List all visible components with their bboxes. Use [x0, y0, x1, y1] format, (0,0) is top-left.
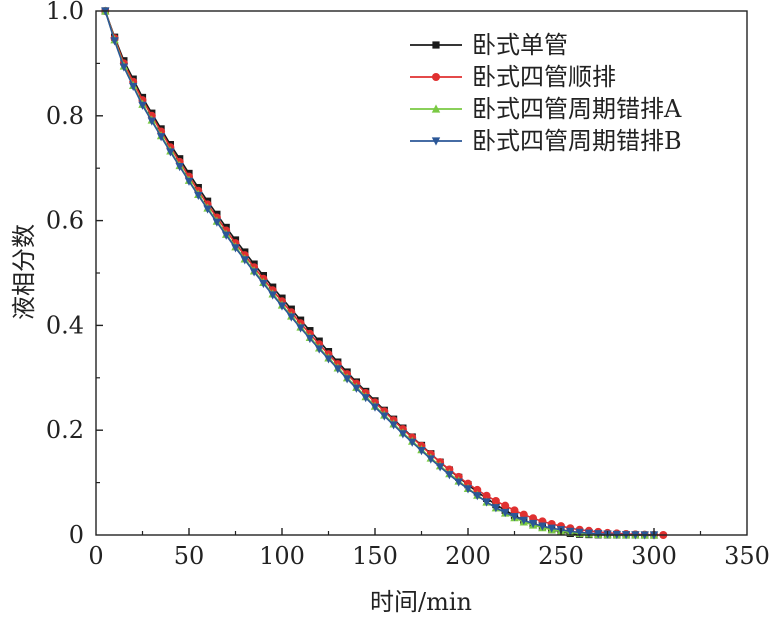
data-point	[156, 133, 166, 142]
data-point	[575, 528, 584, 537]
data-point	[538, 522, 547, 531]
data-point	[454, 478, 463, 487]
data-point	[370, 403, 380, 412]
x-tick-label: 0	[88, 542, 103, 570]
legend-item-2: 卧式四管顺排	[410, 63, 616, 91]
data-point	[315, 345, 324, 354]
axes: 0 50 100 150 200 250 300 350 0 0.2 0.4 0.6 0.8 1.0	[46, 0, 770, 570]
data-point	[435, 463, 445, 472]
data-point	[138, 101, 147, 110]
data-point	[566, 527, 575, 536]
data-point	[510, 506, 519, 515]
data-point	[361, 394, 370, 403]
data-point	[491, 504, 501, 513]
x-tick-label: 200	[445, 542, 491, 570]
legend-marker	[432, 41, 440, 49]
x-tick-label: 300	[631, 542, 677, 570]
data-point	[333, 365, 342, 374]
x-tick-label: 350	[724, 542, 770, 570]
data-point	[259, 279, 268, 289]
data-point	[584, 529, 594, 538]
legend-label: 卧式四管顺排	[472, 63, 616, 91]
x-tick-label: 150	[352, 542, 398, 570]
data-point	[594, 530, 603, 539]
x-tick-label: 100	[259, 542, 305, 570]
series-4	[101, 7, 659, 540]
legend-item-4: 卧式四管周期错排B	[410, 127, 682, 155]
y-tick-label: 1.0	[46, 0, 84, 25]
data-point	[519, 510, 528, 519]
data-point	[426, 455, 435, 464]
data-point	[268, 291, 277, 300]
x-tick-label: 50	[174, 542, 205, 570]
data-point	[482, 498, 491, 507]
data-point	[417, 447, 426, 456]
data-point	[129, 82, 138, 92]
data-point	[547, 524, 556, 533]
data-point	[175, 163, 184, 172]
data-point	[277, 302, 287, 311]
data-point	[389, 421, 398, 430]
legend-marker	[431, 137, 441, 146]
data-point	[166, 148, 175, 157]
data-point	[473, 492, 482, 501]
data-point	[501, 501, 510, 510]
data-point	[203, 205, 212, 214]
data-point	[110, 37, 119, 46]
y-tick-label: 0	[69, 521, 84, 549]
y-tick-label: 0.6	[46, 207, 84, 235]
data-point	[305, 334, 315, 344]
data-point	[222, 231, 231, 240]
plot-area	[101, 6, 668, 540]
legend-marker	[431, 104, 441, 113]
data-point	[184, 177, 194, 186]
data-point	[296, 324, 305, 333]
legend-label: 卧式四管周期错排A	[472, 95, 682, 123]
data-point	[463, 485, 473, 494]
data-point	[398, 430, 408, 439]
legend-marker	[432, 73, 440, 81]
x-tick-label: 250	[538, 542, 584, 570]
data-point	[147, 117, 156, 126]
data-point	[287, 313, 296, 322]
y-axis-label: 液相分数	[10, 224, 38, 320]
y-tick-label: 0.8	[46, 102, 84, 130]
x-axis-label: 时间/min	[370, 588, 472, 616]
data-point	[212, 218, 222, 227]
data-point	[528, 519, 538, 529]
data-point	[491, 496, 500, 505]
legend-item-1: 卧式单管	[410, 31, 568, 59]
legend-label: 卧式单管	[472, 31, 568, 59]
data-point	[240, 256, 249, 265]
data-point	[445, 471, 454, 480]
data-point	[231, 244, 240, 253]
data-point	[380, 412, 389, 421]
y-tick-label: 0.4	[46, 311, 84, 339]
data-point	[352, 384, 361, 393]
data-point	[194, 191, 203, 201]
data-point	[482, 491, 491, 500]
data-point	[324, 355, 333, 364]
y-tick-label: 0.2	[46, 416, 84, 444]
data-point	[519, 516, 528, 525]
data-point	[501, 508, 510, 518]
data-point	[342, 375, 352, 384]
data-point	[408, 438, 417, 447]
data-point	[473, 485, 482, 494]
data-point	[510, 513, 519, 522]
legend-item-3: 卧式四管周期错排A	[410, 95, 682, 123]
data-point	[249, 268, 259, 277]
legend-label: 卧式四管周期错排B	[472, 127, 682, 155]
data-point	[119, 63, 129, 72]
